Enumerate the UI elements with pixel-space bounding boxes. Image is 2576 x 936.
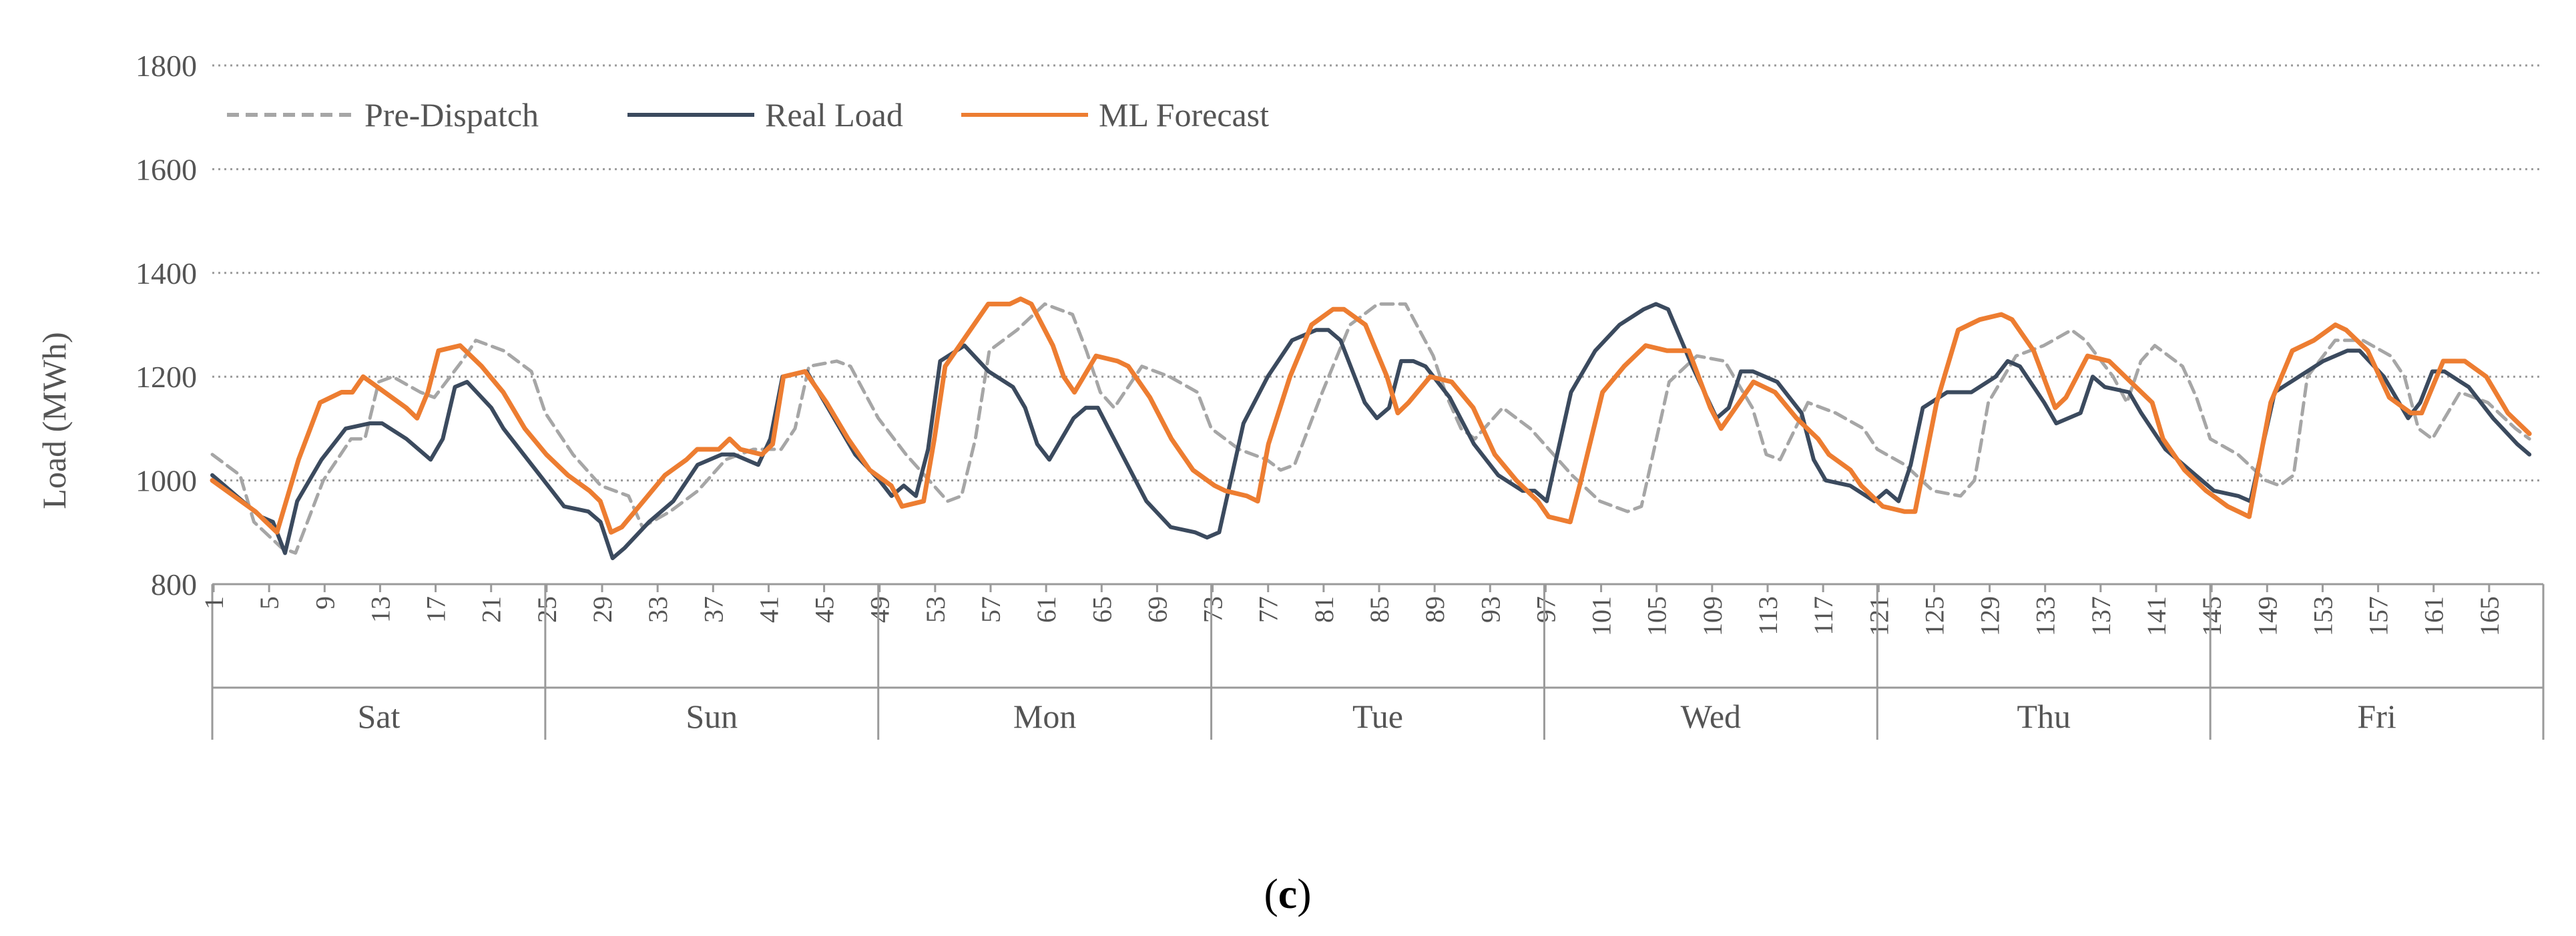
y-tick-label: 1000 — [136, 464, 197, 498]
gridlines — [212, 64, 2543, 482]
x-tick-label: 161 — [2419, 596, 2449, 636]
legend-label-real-load: Real Load — [765, 96, 903, 134]
y-tick-label: 1600 — [136, 152, 197, 186]
legend-label-ml-forecast: ML Forecast — [1099, 96, 1269, 134]
x-tick-label: 65 — [1087, 596, 1117, 623]
day-label-wed: Wed — [1681, 698, 1741, 735]
y-axis-label: Load (MWh) — [35, 332, 73, 509]
day-label-mon: Mon — [1013, 698, 1076, 735]
x-tick-label: 149 — [2252, 596, 2282, 636]
x-tick-label: 53 — [921, 596, 951, 623]
y-tick-label: 800 — [151, 567, 197, 602]
x-tick-label: 37 — [698, 596, 728, 623]
legend: Pre-Dispatch Real Load ML Forecast — [227, 96, 1269, 134]
x-tick-label: 109 — [1698, 596, 1728, 636]
day-label-sat: Sat — [357, 698, 400, 735]
x-tick-label: 157 — [2364, 596, 2394, 636]
x-tick-label: 137 — [2086, 596, 2116, 636]
x-tick-label: 165 — [2475, 596, 2505, 636]
x-tick-label: 89 — [1420, 596, 1450, 623]
x-tick-label: 97 — [1531, 596, 1561, 623]
x-axis: 1 5 9 13 17 21 25 29 33 37 41 45 49 53 57 61 65 69 73 77 81 8… — [199, 583, 2545, 740]
series-line-real-load — [210, 302, 2532, 561]
x-tick-label: 105 — [1642, 596, 1672, 636]
x-tick-label: 77 — [1254, 596, 1284, 623]
x-tick-label: 121 — [1864, 596, 1894, 636]
x-tick-label: 101 — [1587, 596, 1617, 636]
x-tick-label: 5 — [254, 596, 284, 610]
x-tick-label: 133 — [2031, 596, 2061, 636]
x-tick-label: 49 — [865, 596, 895, 623]
series-lines — [210, 296, 2532, 561]
day-label-tue: Tue — [1352, 698, 1403, 735]
x-tick-label: 13 — [365, 596, 395, 623]
figure-caption-letter: c — [1278, 870, 1297, 917]
x-tick-label: 93 — [1475, 596, 1505, 623]
x-tick-label: 17 — [421, 596, 451, 623]
x-tick-label: 1 — [199, 596, 229, 610]
y-tick-label: 1800 — [136, 49, 197, 83]
x-tick-label: 113 — [1753, 596, 1783, 636]
x-tick-label: 45 — [810, 596, 840, 623]
x-tick-label: 141 — [2141, 596, 2171, 636]
x-tick-label: 125 — [1919, 596, 1949, 636]
x-tick-label: 25 — [532, 596, 562, 623]
y-tick-label: 1400 — [136, 256, 197, 290]
x-tick-label: 29 — [587, 596, 617, 623]
x-tick-label: 57 — [976, 596, 1006, 623]
x-tick-label: 117 — [1808, 596, 1838, 636]
legend-label-pre-dispatch: Pre-Dispatch — [364, 96, 539, 134]
series-line-ml-forecast — [210, 296, 2532, 535]
x-tick-label: 145 — [2197, 596, 2227, 636]
x-tick-label: 129 — [1975, 596, 2005, 636]
x-tick-label: 33 — [643, 596, 673, 623]
x-tick-label: 41 — [754, 596, 784, 623]
x-tick-label: 153 — [2308, 596, 2338, 636]
series-line-pre-dispatch — [210, 302, 2531, 555]
x-tick-label: 61 — [1031, 596, 1061, 623]
x-tick-label: 81 — [1309, 596, 1339, 623]
x-tick-label: 69 — [1142, 596, 1172, 623]
y-axis-ticks: 800 1000 1200 1400 1600 1800 — [136, 49, 197, 602]
day-label-thu: Thu — [2017, 698, 2071, 735]
x-tick-label: 9 — [310, 596, 340, 610]
x-tick-label: 73 — [1198, 596, 1228, 623]
figure-caption: (c) — [1264, 870, 1311, 917]
x-tick-label: 85 — [1364, 596, 1394, 623]
day-label-sun: Sun — [686, 698, 738, 735]
day-label-fri: Fri — [2357, 698, 2396, 735]
y-tick-label: 1200 — [136, 360, 197, 394]
x-tick-label: 21 — [477, 596, 507, 623]
